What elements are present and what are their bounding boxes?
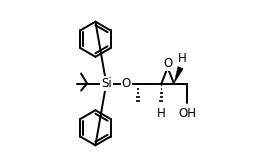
Text: H: H	[157, 107, 166, 120]
Text: O: O	[163, 57, 172, 70]
Polygon shape	[174, 66, 183, 84]
Text: O: O	[122, 77, 131, 90]
Text: OH: OH	[178, 107, 196, 120]
Text: H: H	[177, 52, 186, 65]
Text: Si: Si	[101, 77, 112, 90]
